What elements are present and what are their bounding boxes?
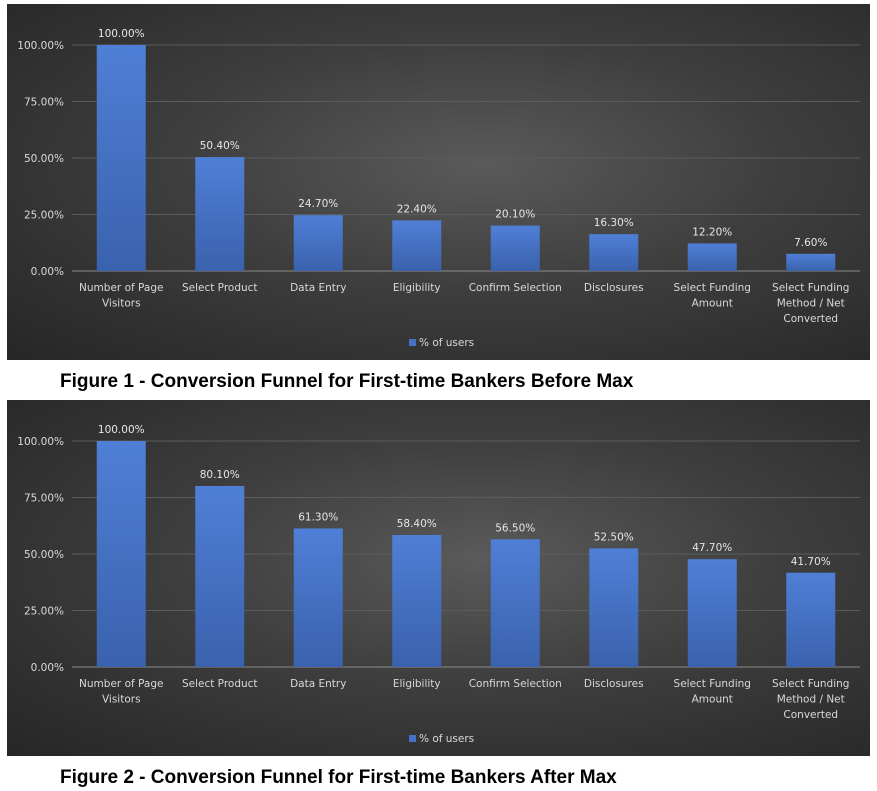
x-tick-label: Data Entry (290, 282, 346, 294)
x-tick-label: Number of Page (79, 678, 163, 690)
bar (392, 535, 442, 667)
bar (195, 485, 245, 667)
legend-label: % of users (419, 337, 474, 349)
y-tick-label: 100.00% (17, 436, 64, 448)
x-tick-label: Method / Net (777, 694, 845, 706)
data-label: 22.40% (397, 203, 437, 215)
x-tick-label: Eligibility (393, 282, 441, 294)
x-tick-label: Visitors (102, 694, 141, 706)
bar (195, 157, 245, 271)
data-label: 47.70% (692, 542, 732, 554)
legend: % of users (409, 733, 474, 745)
x-tick-label: Data Entry (290, 678, 346, 690)
bar (786, 253, 836, 271)
data-label: 16.30% (594, 217, 634, 229)
figure-1-caption: Figure 1 - Conversion Funnel for First-t… (60, 371, 634, 392)
chart-after-max: 0.00% 25.00% 50.00% 75.00% 100.00% 100.00% Num… (7, 400, 870, 756)
data-label: 50.40% (200, 140, 240, 152)
legend-label: % of users (419, 733, 474, 745)
x-tick-label: Amount (692, 694, 733, 706)
gridlines (72, 44, 860, 272)
bar (293, 528, 343, 667)
bar (687, 559, 737, 667)
x-tick-label: Disclosures (584, 282, 644, 294)
data-label: 61.30% (298, 511, 338, 523)
bar (490, 539, 540, 667)
y-tick-label: 75.00% (24, 97, 64, 109)
x-tick-label: Number of Page (79, 282, 163, 294)
x-tick-label: Select Product (182, 282, 258, 294)
bar (490, 225, 540, 271)
x-tick-label: Amount (692, 298, 733, 310)
x-tick-label: Select Funding (772, 282, 849, 294)
legend-swatch (409, 339, 416, 346)
bar (786, 572, 836, 667)
x-tick-label: Select Funding (674, 282, 751, 294)
legend: % of users (409, 337, 474, 349)
x-tick-label: Visitors (102, 298, 141, 310)
data-label: 100.00% (98, 424, 145, 436)
chart-before-max-svg: 0.00% 25.00% 50.00% 75.00% 100.00% 100.00% Num… (17, 28, 860, 349)
x-tick-label: Method / Net (777, 298, 845, 310)
bar (293, 215, 343, 271)
y-tick-label: 75.00% (24, 493, 64, 505)
data-label: 52.50% (594, 531, 634, 543)
data-label: 12.20% (692, 226, 732, 238)
data-label: 41.70% (791, 556, 831, 568)
data-label: 100.00% (98, 28, 145, 40)
y-tick-label: 50.00% (24, 153, 64, 165)
x-tick-label: Converted (783, 709, 838, 721)
data-label: 20.10% (495, 209, 535, 221)
x-tick-label: Eligibility (393, 678, 441, 690)
bar (589, 548, 639, 667)
data-label: 56.50% (495, 522, 535, 534)
bar (589, 234, 639, 271)
figure-2-caption: Figure 2 - Conversion Funnel for First-t… (60, 767, 617, 788)
gridlines (72, 440, 860, 668)
x-tick-label: Disclosures (584, 678, 644, 690)
x-tick-label: Select Product (182, 678, 258, 690)
x-tick-label: Converted (783, 313, 838, 325)
bar (96, 45, 146, 271)
bar (392, 220, 442, 271)
y-tick-label: 25.00% (24, 606, 64, 618)
y-tick-label: 100.00% (17, 40, 64, 52)
data-label: 7.60% (794, 237, 827, 249)
bar (687, 243, 737, 271)
x-tick-label: Confirm Selection (469, 282, 562, 294)
chart-before-max: 0.00% 25.00% 50.00% 75.00% 100.00% 100.00% Num… (7, 4, 870, 360)
bar (96, 441, 146, 667)
x-tick-label: Select Funding (772, 678, 849, 690)
x-tick-label: Confirm Selection (469, 678, 562, 690)
chart-after-max-svg: 0.00% 25.00% 50.00% 75.00% 100.00% 100.00% Num… (17, 424, 860, 745)
y-tick-label: 0.00% (31, 266, 64, 278)
y-tick-label: 0.00% (31, 662, 64, 674)
x-tick-label: Select Funding (674, 678, 751, 690)
data-label: 80.10% (200, 469, 240, 481)
y-tick-label: 50.00% (24, 549, 64, 561)
y-tick-label: 25.00% (24, 210, 64, 222)
data-label: 58.40% (397, 518, 437, 530)
legend-swatch (409, 735, 416, 742)
data-label: 24.70% (298, 198, 338, 210)
